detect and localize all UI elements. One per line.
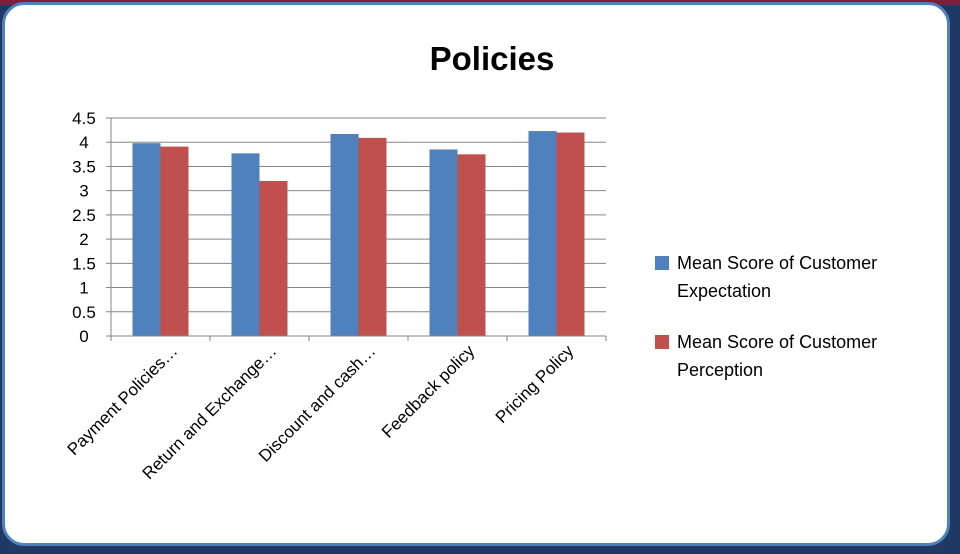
bar (556, 132, 585, 336)
legend-label: Mean Score of Customer (677, 332, 877, 352)
y-tick-label: 4 (79, 133, 88, 152)
bar (528, 131, 557, 336)
x-tick-label: Feedback policy (378, 341, 479, 442)
y-axis: 0 0.5 1 1.5 2 2.5 3 3.5 4 4.5 (72, 109, 112, 346)
y-tick-label: 3 (79, 182, 88, 201)
bar (160, 146, 189, 336)
y-tick-label: 1.5 (72, 254, 96, 273)
legend-swatch (655, 335, 669, 349)
chart-title: Policies (430, 40, 555, 77)
y-tick-label: 0 (79, 327, 88, 346)
bar (457, 154, 486, 336)
legend-label: Expectation (677, 281, 771, 301)
bar (231, 153, 260, 336)
legend-label: Mean Score of Customer (677, 253, 877, 273)
bar (330, 133, 359, 336)
x-tick-label: Payment Policies… (64, 341, 182, 459)
y-tick-label: 2.5 (72, 206, 96, 225)
legend: Mean Score of Customer Expectation Mean Sc… (655, 253, 877, 380)
bar (132, 143, 161, 336)
bar (358, 137, 387, 336)
legend-swatch (655, 256, 669, 270)
y-tick-label: 1 (79, 279, 88, 298)
y-tick-label: 3.5 (72, 157, 96, 176)
legend-label: Perception (677, 360, 763, 380)
x-tick-label: Pricing Policy (492, 341, 578, 427)
bar (429, 149, 458, 336)
y-tick-label: 4.5 (72, 109, 96, 128)
bars (132, 131, 585, 336)
y-tick-label: 0.5 (72, 303, 96, 322)
bar (259, 180, 288, 336)
x-axis: Payment Policies…Return and Exchange…Dis… (64, 335, 607, 483)
y-tick-label: 2 (79, 230, 88, 249)
